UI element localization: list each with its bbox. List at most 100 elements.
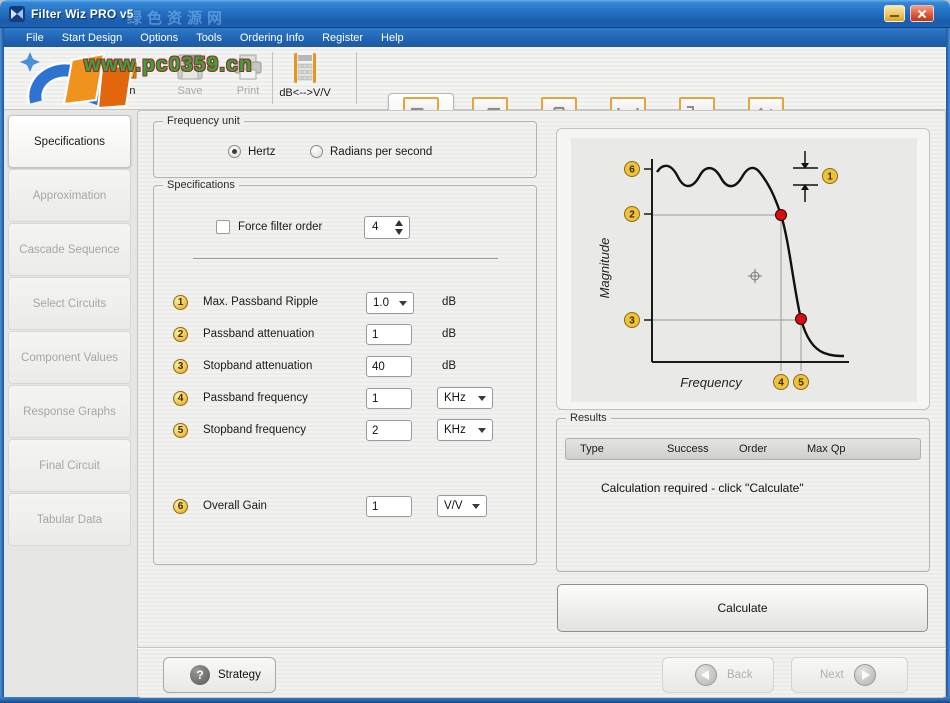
- svg-text:3: 3: [629, 316, 635, 327]
- svg-text:1: 1: [827, 172, 833, 183]
- stopband-attenuation-label: Stopband attenuation: [203, 360, 313, 372]
- radians-label: Radians per second: [330, 146, 433, 158]
- save-floppy-icon: [177, 54, 203, 80]
- chevron-down-icon: [399, 301, 407, 306]
- db-vv-convert-button[interactable]: dB<-->V/V: [274, 50, 336, 106]
- window-title: Filter Wiz PRO v5: [31, 7, 134, 21]
- col-order: Order: [739, 443, 768, 455]
- menu-tools[interactable]: Tools: [196, 31, 222, 44]
- next-label: Next: [820, 669, 844, 681]
- next-button[interactable]: Next: [791, 657, 908, 693]
- passband-frequency-label: Passband frequency: [203, 392, 308, 404]
- overall-gain-input[interactable]: [366, 496, 412, 517]
- passband-ripple-dropdown[interactable]: 1.0: [366, 292, 414, 314]
- stopband-frequency-unit: KHz: [444, 424, 466, 436]
- menu-file[interactable]: File: [26, 31, 44, 44]
- menu-options[interactable]: Options: [140, 31, 179, 44]
- sidebar-label: Component Values: [21, 351, 118, 364]
- col-max-qp: Max Qp: [807, 443, 846, 455]
- menu-ordering-info[interactable]: Ordering Info: [239, 31, 305, 44]
- chevron-down-icon: [478, 428, 486, 433]
- db-vv-label: dB<-->V/V: [279, 87, 331, 99]
- app-icon: [9, 6, 25, 22]
- spin-up-icon[interactable]: [395, 220, 403, 226]
- filter-order-spinner[interactable]: 4: [364, 216, 410, 239]
- col-type: Type: [580, 443, 604, 455]
- diagram-badges: 6 2 3 4 5 1: [624, 161, 838, 390]
- help-question-icon: ?: [190, 665, 210, 685]
- ripple-unit-label: dB: [442, 296, 457, 308]
- sidebar-item-select-circuits[interactable]: Select Circuits: [8, 277, 131, 330]
- watermark-url-text: www.pc0359.cn: [84, 53, 253, 76]
- response-curve: [656, 164, 845, 358]
- stopband-frequency-input[interactable]: [366, 420, 412, 441]
- stopband-attenuation-input[interactable]: [366, 356, 412, 377]
- results-group: Results Type Success Order Max Qp Calcul…: [556, 412, 930, 572]
- minimize-button[interactable]: [884, 5, 905, 22]
- badge-2: 2: [173, 327, 188, 342]
- stopband-frequency-label: Stopband frequency: [203, 424, 306, 436]
- sidebar-label: Specifications: [34, 135, 105, 148]
- sidebar-item-final-circuit[interactable]: Final Circuit: [8, 439, 131, 492]
- badge-5: 5: [173, 423, 188, 438]
- stopband-frequency-unit-dropdown[interactable]: KHz: [437, 419, 493, 441]
- sidebar-item-tabular-data[interactable]: Tabular Data: [8, 493, 131, 546]
- passband-frequency-unit: KHz: [444, 392, 466, 404]
- calculate-label: Calculate: [717, 601, 768, 615]
- results-table-header: Type Success Order Max Qp: [565, 438, 921, 460]
- chevron-down-icon: [478, 396, 486, 401]
- save-label: Save: [177, 85, 203, 97]
- passband-frequency-unit-dropdown[interactable]: KHz: [437, 387, 493, 409]
- diagram-axes: [651, 159, 849, 363]
- back-arrow-icon: [695, 664, 717, 686]
- overall-gain-label: Overall Gain: [203, 500, 267, 512]
- sidebar-item-approximation[interactable]: Approximation: [8, 169, 131, 222]
- sidebar-item-component-values[interactable]: Component Values: [8, 331, 131, 384]
- overall-gain-unit-dropdown[interactable]: V/V: [437, 495, 487, 517]
- menu-register[interactable]: Register: [322, 31, 364, 44]
- close-button[interactable]: [910, 5, 934, 22]
- sidebar-item-specifications[interactable]: Specifications: [8, 115, 131, 168]
- print-icon: [234, 54, 262, 80]
- save-button[interactable]: Save: [160, 50, 220, 106]
- badge-6: 6: [173, 499, 188, 514]
- strategy-label: Strategy: [218, 669, 261, 681]
- specifications-title: Specifications: [163, 179, 239, 191]
- passband-attenuation-unit: dB: [442, 328, 457, 340]
- radians-radio[interactable]: [310, 145, 323, 158]
- menu-start-design[interactable]: Start Design: [61, 31, 123, 44]
- svg-text:4: 4: [778, 378, 784, 389]
- frequency-unit-title: Frequency unit: [163, 115, 244, 127]
- badge-4: 4: [173, 391, 188, 406]
- watermark-logo: [20, 52, 134, 110]
- passband-ripple-value: 1.0: [373, 297, 389, 309]
- back-button[interactable]: Back: [662, 657, 774, 693]
- max-passband-ripple-label: Max. Passband Ripple: [203, 296, 319, 308]
- sidebar-item-response-graphs[interactable]: Response Graphs: [8, 385, 131, 438]
- print-button[interactable]: Print: [218, 50, 278, 106]
- overall-gain-unit: V/V: [444, 500, 463, 512]
- force-filter-order-checkbox[interactable]: [216, 220, 230, 234]
- badge-3: 3: [173, 359, 188, 374]
- menu-help[interactable]: Help: [381, 31, 404, 44]
- badge-1: 1: [173, 295, 188, 310]
- svg-text:5: 5: [798, 378, 804, 389]
- force-filter-order-label: Force filter order: [238, 221, 323, 233]
- toolbar-separator-2: [356, 52, 357, 104]
- passband-attenuation-input[interactable]: [366, 324, 412, 345]
- window-border-bottom: [0, 697, 950, 703]
- title-bar: Filter Wiz PRO v5 绿色资源网: [0, 0, 950, 28]
- spinner-arrows[interactable]: [395, 220, 403, 235]
- x-axis-label: Frequency: [680, 375, 743, 390]
- hertz-radio[interactable]: [228, 145, 241, 158]
- menu-bar: File Start Design Options Tools Ordering…: [4, 28, 946, 47]
- spec-separator: [193, 258, 498, 259]
- calculate-button[interactable]: Calculate: [557, 584, 928, 632]
- strategy-button[interactable]: ? Strategy: [163, 657, 276, 693]
- passband-frequency-input[interactable]: [366, 388, 412, 409]
- sidebar-item-cascade-sequence[interactable]: Cascade Sequence: [8, 223, 131, 276]
- watermark-cn-text: 绿色资源网: [127, 10, 228, 27]
- ripple-measure: [793, 151, 818, 202]
- window-border-right: [946, 28, 950, 703]
- spin-down-icon[interactable]: [395, 229, 403, 235]
